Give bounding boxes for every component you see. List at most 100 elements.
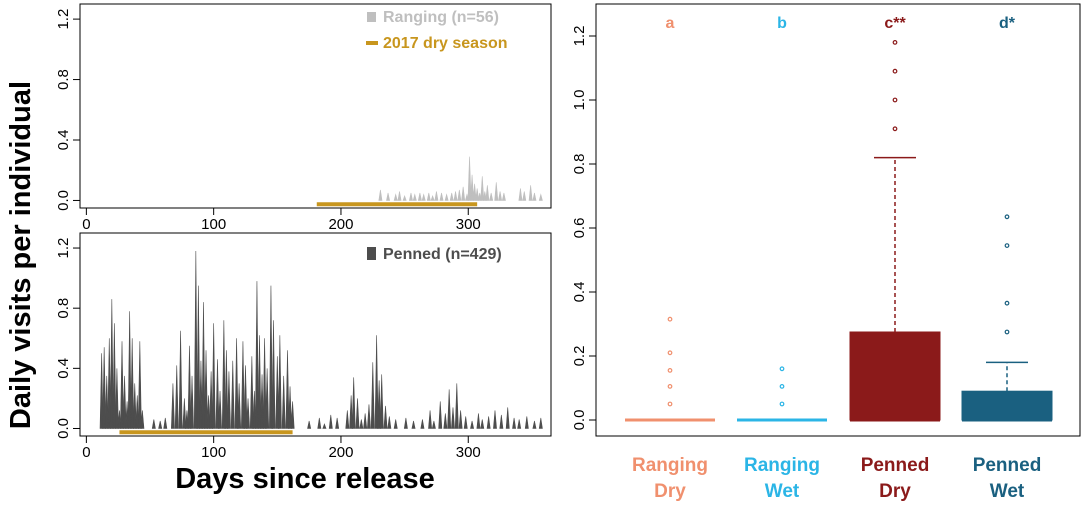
penned-spike	[193, 251, 198, 429]
penned-spike	[451, 407, 455, 429]
penned-spike	[363, 413, 368, 429]
boxplot-y-tick-label: 1.2	[571, 26, 588, 47]
boxplot-y-tick-label: 0.6	[571, 218, 588, 239]
penned-spike	[211, 323, 216, 429]
penned-spike	[237, 383, 242, 429]
boxplot-y-tick-label: 0.4	[571, 282, 588, 303]
ranging-spike	[467, 156, 472, 201]
penned-spike	[349, 395, 354, 429]
penned-spike	[243, 365, 248, 429]
group-label-line1: Ranging	[632, 455, 708, 476]
ranging-spike	[472, 183, 477, 201]
penned-spike	[277, 335, 282, 429]
ranging-spike	[470, 174, 474, 201]
penned-spike	[112, 323, 117, 429]
penned-spike	[463, 416, 468, 429]
ranging-spike	[453, 191, 458, 201]
penned-spike	[127, 311, 132, 429]
boxplot-group: d* Penned Wet	[961, 15, 1053, 502]
ranging-spike	[430, 195, 435, 201]
ranging-spike	[417, 192, 422, 201]
penned-spike	[204, 350, 208, 429]
penned-spike	[505, 407, 510, 429]
penned-spike	[411, 420, 416, 429]
group-outlier	[892, 97, 898, 103]
group-label-line2: Wet	[765, 481, 800, 502]
ranging-spike	[498, 191, 503, 201]
penned-spike	[102, 347, 107, 429]
penned-spike	[132, 383, 137, 429]
penned-spike	[454, 383, 459, 429]
group-label-line2: Dry	[879, 481, 911, 502]
ranging-spike	[482, 191, 487, 201]
penned-spike	[367, 404, 371, 429]
ranging-spike	[480, 176, 485, 201]
penned-spike	[431, 420, 436, 429]
ranging-spike	[489, 192, 494, 201]
penned-spike	[290, 401, 295, 429]
group-label-line2: Dry	[654, 481, 686, 502]
penned-spike	[187, 345, 192, 429]
penned-spike	[209, 371, 214, 429]
boxplot-y-tick-label: 0.8	[571, 154, 588, 175]
penned-spike	[262, 338, 267, 429]
boxplot-group: c** Penned Dry	[849, 15, 941, 502]
penned-y-tick-label: 0.0	[55, 418, 72, 439]
penned-spike	[476, 413, 481, 429]
group-outlier	[892, 126, 898, 132]
penned-spike	[241, 341, 245, 429]
ranging-spike	[393, 193, 398, 201]
penned-spike	[151, 419, 156, 429]
penned-spike	[260, 374, 264, 429]
penned-spike	[438, 401, 443, 429]
penned-spike	[190, 375, 194, 429]
ranging-spike	[501, 192, 506, 201]
penned-spike	[206, 395, 211, 429]
penned-spike	[322, 423, 327, 429]
penned-timeseries-panel: 0.0 0.4 0.8 1.2 0 100 200 300 Penned (n=429)	[55, 232, 552, 461]
penned-spike	[234, 338, 239, 429]
penned-spike	[140, 410, 145, 429]
group-outlier	[892, 68, 898, 74]
penned-spike	[351, 377, 356, 429]
penned-spike	[178, 330, 183, 429]
penned-spike	[275, 356, 280, 429]
ranging-spike	[409, 192, 413, 201]
penned-x-tick-label: 0	[82, 444, 90, 461]
ranging-x-tick-label: 300	[456, 216, 481, 233]
group-box	[961, 390, 1053, 421]
penned-spike	[486, 416, 491, 429]
group-label-line1: Penned	[861, 455, 930, 476]
penned-spike	[512, 417, 517, 429]
ranging-y-tick-label: 0.0	[55, 190, 72, 211]
penned-spike	[377, 380, 382, 429]
penned-spike	[120, 341, 124, 429]
boxplot-group: a Ranging Dry	[625, 15, 715, 502]
ranging-legend-swatch	[367, 12, 376, 22]
penned-spike	[246, 398, 250, 429]
boxplot-y-tick-label: 1.0	[571, 90, 588, 111]
penned-spike	[227, 371, 231, 429]
penned-spike	[335, 417, 340, 429]
group-outlier	[667, 384, 673, 389]
penned-spike	[171, 383, 175, 429]
ranging-spike	[528, 185, 533, 201]
penned-spike	[269, 285, 273, 429]
penned-spike	[182, 398, 187, 429]
penned-spike	[122, 375, 127, 429]
ranging-timeseries-panel: 0.0 0.4 0.8 1.2 0 100 200 300 Ranging (n=56) 2…	[55, 3, 552, 233]
penned-legend-label: Penned (n=429)	[383, 246, 502, 263]
penned-spike	[317, 417, 322, 429]
penned-spike	[345, 410, 350, 429]
group-label-line1: Penned	[973, 455, 1042, 476]
group-outlier	[779, 401, 785, 407]
ranging-spike	[494, 182, 499, 201]
penned-spike	[271, 320, 276, 429]
group-box	[849, 331, 941, 421]
ranging-spike	[397, 191, 402, 201]
penned-spike	[224, 350, 229, 429]
boxplot-y-tick-label: 0.0	[571, 410, 588, 431]
ranging-spike	[378, 189, 383, 201]
group-significance-letter: a	[666, 15, 675, 32]
penned-spike	[428, 410, 432, 429]
